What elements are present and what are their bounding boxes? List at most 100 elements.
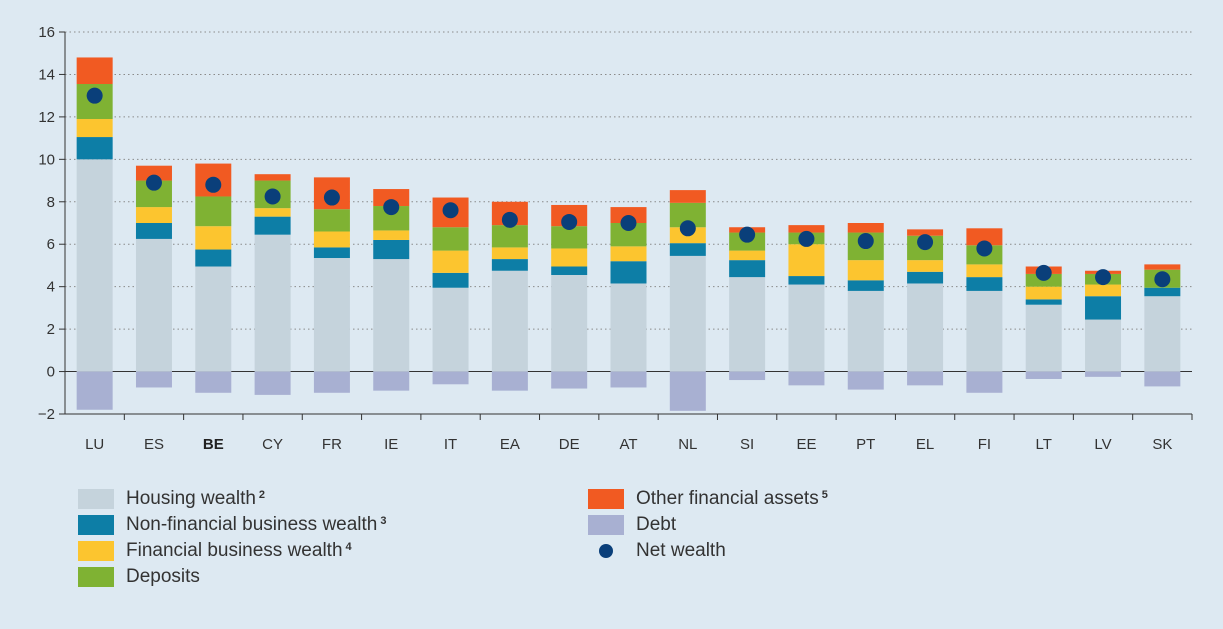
bar-debt-it — [432, 371, 469, 385]
bar-debt-lu — [76, 371, 113, 410]
x-tick-label: IE — [384, 436, 398, 453]
bar-non-financial-business-wealth-de — [551, 266, 588, 275]
x-tick-label: EE — [796, 436, 816, 453]
x-tick-label: SK — [1152, 436, 1172, 453]
y-tick-label: 14 — [38, 66, 55, 83]
bar-housing-wealth-ee — [788, 284, 825, 372]
bar-housing-wealth-pt — [847, 290, 884, 372]
bar-housing-wealth-ie — [373, 259, 410, 372]
bar-housing-wealth-lt — [1025, 304, 1062, 372]
bar-deposits-ea — [491, 225, 528, 248]
bar-non-financial-business-wealth-ea — [491, 259, 528, 271]
net-wealth-point-el — [917, 234, 934, 251]
net-wealth-point-nl — [679, 220, 696, 237]
bar-non-financial-business-wealth-cy — [254, 216, 291, 235]
bar-non-financial-business-wealth-ie — [373, 239, 410, 260]
bar-non-financial-business-wealth-fr — [313, 247, 350, 259]
bar-debt-cy — [254, 371, 291, 395]
bar-debt-lv — [1085, 371, 1122, 377]
bar-debt-nl — [669, 371, 706, 411]
bar-financial-business-wealth-pt — [847, 260, 884, 281]
net-wealth-point-lv — [1095, 269, 1112, 286]
bar-non-financial-business-wealth-it — [432, 272, 469, 288]
bar-debt-ee — [788, 371, 825, 386]
net-wealth-point-cy — [264, 188, 281, 205]
net-wealth-point-sk — [1154, 271, 1171, 288]
net-wealth-point-ie — [383, 199, 400, 216]
net-wealth-point-ee — [798, 230, 815, 247]
bar-non-financial-business-wealth-el — [907, 271, 944, 284]
net-wealth-markers — [86, 87, 1171, 288]
bar-housing-wealth-ea — [491, 270, 528, 372]
bar-financial-business-wealth-fi — [966, 264, 1003, 278]
bar-other-financial-assets-cy — [254, 174, 291, 181]
bar-financial-business-wealth-at — [610, 246, 647, 262]
y-tick-label: 12 — [38, 109, 55, 126]
bar-non-financial-business-wealth-be — [195, 249, 232, 267]
bar-housing-wealth-sk — [1144, 296, 1181, 372]
bar-other-financial-assets-fi — [966, 228, 1003, 246]
axis-labels: −2 0 2 4 6 8 10 12 14 16 LU ES BE CY FR IE IT EA DE AT NL SI E… — [38, 24, 1172, 453]
bar-housing-wealth-fr — [313, 258, 350, 372]
bar-other-financial-assets-ie — [373, 189, 410, 207]
bar-housing-wealth-fi — [966, 290, 1003, 372]
bar-housing-wealth-be — [195, 266, 232, 372]
bar-housing-wealth-it — [432, 287, 469, 372]
bar-non-financial-business-wealth-fi — [966, 277, 1003, 291]
bar-non-financial-business-wealth-ee — [788, 276, 825, 285]
bar-non-financial-business-wealth-lt — [1025, 299, 1062, 305]
bar-financial-business-wealth-ea — [491, 247, 528, 260]
bar-non-financial-business-wealth-lv — [1085, 296, 1122, 320]
bar-financial-business-wealth-be — [195, 226, 232, 250]
bar-financial-business-wealth-it — [432, 250, 469, 273]
x-tick-label: LU — [85, 436, 104, 453]
bar-deposits-be — [195, 196, 232, 227]
bar-financial-business-wealth-es — [135, 207, 172, 223]
x-tick-label: IT — [444, 436, 457, 453]
bar-other-financial-assets-lu — [76, 57, 113, 84]
bar-financial-business-wealth-el — [907, 260, 944, 272]
net-wealth-point-es — [145, 174, 162, 191]
x-tick-label: BE — [203, 436, 224, 453]
net-wealth-point-de — [561, 213, 578, 230]
y-tick-label: −2 — [38, 406, 55, 423]
bar-financial-business-wealth-de — [551, 248, 588, 267]
bar-other-financial-assets-sk — [1144, 264, 1181, 270]
bar-non-financial-business-wealth-sk — [1144, 287, 1181, 297]
bar-deposits-at — [610, 223, 647, 247]
bar-housing-wealth-lv — [1085, 319, 1122, 372]
bar-housing-wealth-lu — [76, 159, 113, 372]
bar-debt-sk — [1144, 371, 1181, 387]
net-wealth-point-it — [442, 202, 459, 219]
bar-financial-business-wealth-fr — [313, 231, 350, 248]
bar-financial-business-wealth-lv — [1085, 284, 1122, 297]
x-tick-label: AT — [619, 436, 637, 453]
y-tick-label: 10 — [38, 151, 55, 168]
bar-other-financial-assets-el — [907, 229, 944, 236]
bar-housing-wealth-de — [551, 274, 588, 372]
y-tick-label: 16 — [38, 24, 55, 41]
net-wealth-point-si — [739, 226, 756, 243]
bar-financial-business-wealth-ee — [788, 244, 825, 277]
net-wealth-point-at — [620, 215, 637, 231]
x-tick-label: FR — [322, 436, 342, 453]
net-wealth-point-fr — [323, 189, 340, 206]
bar-debt-ie — [373, 371, 410, 391]
net-wealth-point-ea — [501, 211, 518, 228]
bar-housing-wealth-cy — [254, 234, 291, 372]
net-wealth-point-lu — [86, 87, 103, 104]
bar-debt-lt — [1025, 371, 1062, 379]
bar-other-financial-assets-nl — [669, 190, 706, 203]
bar-non-financial-business-wealth-nl — [669, 243, 706, 256]
bar-other-financial-assets-pt — [847, 223, 884, 233]
x-tick-label: DE — [559, 436, 580, 453]
bar-non-financial-business-wealth-pt — [847, 280, 884, 291]
bar-housing-wealth-si — [729, 277, 766, 372]
x-tick-label: LT — [1036, 436, 1052, 453]
bar-non-financial-business-wealth-es — [135, 223, 172, 239]
net-wealth-point-be — [205, 176, 222, 193]
x-tick-label: CY — [262, 436, 283, 453]
bar-debt-si — [729, 371, 766, 381]
bar-debt-fi — [966, 371, 1003, 393]
